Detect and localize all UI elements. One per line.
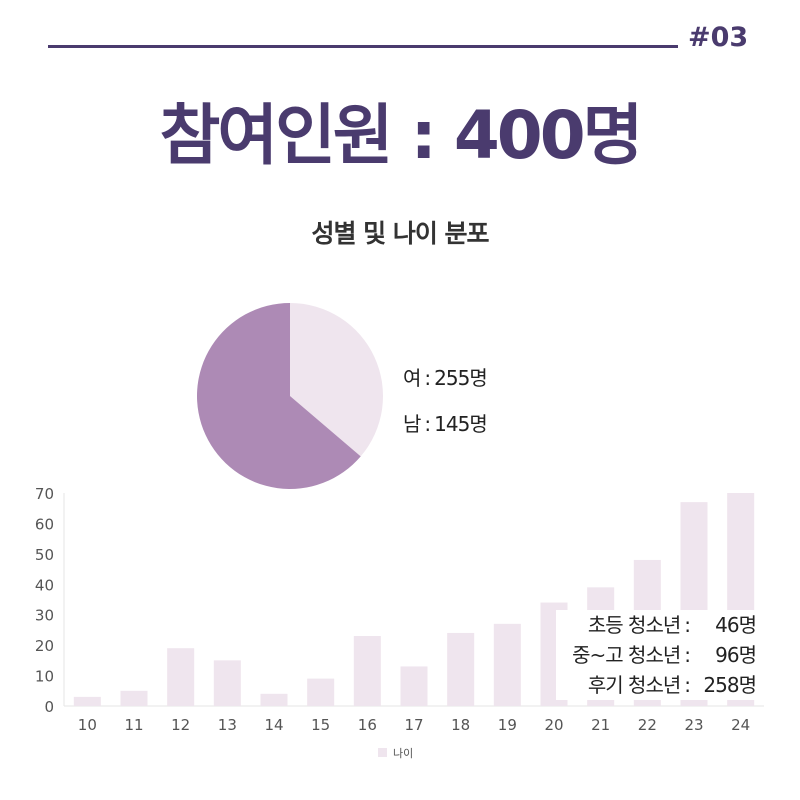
x-tick-label: 23 <box>684 716 703 734</box>
x-tick-label: 10 <box>78 716 97 734</box>
age-group-row: 중~고 청소년:96명 <box>556 640 757 670</box>
y-tick-label: 30 <box>35 607 54 625</box>
x-tick-label: 19 <box>498 716 517 734</box>
x-tick-label: 18 <box>451 716 470 734</box>
gender-pie-chart <box>196 303 383 489</box>
x-tick-label: 20 <box>544 716 563 734</box>
x-tick-label: 24 <box>731 716 750 734</box>
age-group-label: 초등 청소년 <box>587 613 681 637</box>
y-tick-label: 10 <box>35 668 54 686</box>
x-tick-label: 16 <box>358 716 377 734</box>
male-label: 남 <box>403 412 421 436</box>
page-title: 참여인원 : 400명 <box>159 97 644 174</box>
chart-subtitle: 성별 및 나이 분포 <box>311 219 489 248</box>
age-group-label: 후기 청소년 <box>587 673 681 697</box>
y-tick-label: 40 <box>35 576 54 594</box>
bar <box>120 690 148 706</box>
male-count: 남:145명 <box>403 408 488 437</box>
age-group-label: 중~고 청소년 <box>572 643 681 667</box>
y-tick-label: 50 <box>35 546 54 564</box>
bar <box>167 648 195 706</box>
age-group-value: 96명 <box>715 643 757 667</box>
male-separator: : <box>424 412 431 436</box>
x-tick-label: 15 <box>311 716 330 734</box>
bar <box>493 623 521 706</box>
bar <box>353 636 381 706</box>
age-group-separator: : <box>684 673 691 697</box>
female-label: 여 <box>403 366 421 390</box>
pie-slice-male <box>290 303 383 457</box>
female-count: 여:255명 <box>403 362 488 391</box>
bar <box>400 666 428 706</box>
age-group-value: 258명 <box>703 673 757 697</box>
x-tick-label: 12 <box>171 716 190 734</box>
x-tick-label: 17 <box>404 716 423 734</box>
bar <box>260 693 288 706</box>
female-separator: : <box>424 366 431 390</box>
y-tick-label: 20 <box>35 637 54 655</box>
y-tick-label: 0 <box>44 698 54 716</box>
y-tick-label: 70 <box>35 485 54 503</box>
x-tick-label: 14 <box>264 716 283 734</box>
bar <box>73 696 101 706</box>
y-tick-label: 60 <box>35 515 54 533</box>
header-divider <box>48 45 678 48</box>
age-group-summary: 초등 청소년:46명 중~고 청소년:96명 후기 청소년:258명 <box>556 610 757 700</box>
age-group-separator: : <box>684 643 691 667</box>
female-value: 255명 <box>434 366 488 390</box>
x-tick-label: 22 <box>638 716 657 734</box>
age-group-row: 후기 청소년:258명 <box>556 670 757 700</box>
x-tick-label: 13 <box>218 716 237 734</box>
age-group-row: 초등 청소년:46명 <box>556 610 757 640</box>
pie-slice-female <box>196 303 361 489</box>
page-number: #03 <box>688 22 749 53</box>
legend-label: 나이 <box>393 747 413 760</box>
legend-swatch <box>378 748 387 757</box>
x-tick-label: 21 <box>591 716 610 734</box>
age-group-separator: : <box>684 613 691 637</box>
bar <box>447 632 475 706</box>
male-value: 145명 <box>434 412 488 436</box>
bar <box>213 660 241 706</box>
bar <box>307 678 335 706</box>
age-group-value: 46명 <box>715 613 757 637</box>
x-tick-label: 11 <box>124 716 143 734</box>
